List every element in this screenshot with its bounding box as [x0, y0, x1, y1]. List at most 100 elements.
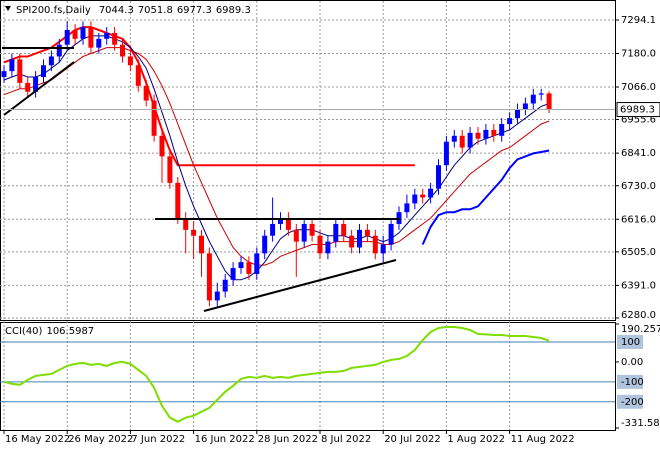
candle-body: [491, 129, 497, 136]
candle-body: [522, 103, 528, 110]
candle-body: [388, 223, 394, 245]
y-tick-label: -331.583: [621, 418, 660, 429]
y-tick-label: 6505.0: [621, 247, 656, 258]
candle-body: [104, 32, 110, 39]
candle-body: [309, 223, 315, 236]
candle-body: [357, 229, 362, 248]
trend-line: [203, 259, 397, 312]
cci-panel-frame: [0, 322, 616, 431]
grid: [0, 1, 615, 430]
candle-body: [372, 235, 378, 254]
candle-body: [546, 93, 552, 110]
last-low: 6977.3: [177, 5, 212, 16]
candle-body: [88, 27, 94, 48]
candle-body: [467, 132, 473, 148]
candle-body: [483, 129, 489, 139]
x-tick-label: 26 May 2022: [68, 434, 133, 445]
x-tick-label: 28 Jun 2022: [258, 434, 318, 445]
candle-body: [151, 100, 157, 136]
cci-line: [3, 326, 550, 423]
candle-body: [135, 65, 141, 86]
candle-body: [364, 229, 370, 236]
candle-body: [301, 223, 307, 242]
candle-body: [1, 71, 7, 78]
last-close: 6989.3: [216, 5, 251, 16]
level-label-box: [617, 334, 643, 349]
y-tick-label: 190.2577: [621, 324, 660, 335]
candle-body: [112, 32, 118, 45]
candle-body: [183, 218, 189, 230]
y-tick-label: 6955.6: [621, 114, 656, 125]
x-tick-label: 20 Jul 2022: [384, 434, 441, 445]
candle-body: [199, 235, 204, 254]
current-price-label: 6989.3: [620, 105, 655, 116]
y-tick-label: 7180.0: [621, 49, 656, 60]
candle-body: [238, 262, 244, 269]
candle-body: [17, 59, 23, 83]
candle-body: [530, 94, 536, 104]
price-panel-frame: [0, 0, 616, 321]
y-tick-label: 7294.1: [621, 15, 656, 26]
candle-body: [428, 188, 434, 198]
x-tick-label: 1 Aug 2022: [447, 434, 505, 445]
candle-body: [443, 141, 449, 166]
candle-body: [278, 218, 283, 224]
candle-body: [25, 82, 31, 92]
candle-body: [270, 223, 276, 236]
menu-icon[interactable]: [5, 6, 11, 11]
marks: [1, 21, 552, 423]
candle-body: [459, 135, 465, 148]
candle-body: [41, 65, 46, 78]
candle-body: [254, 253, 260, 274]
candle-body: [80, 27, 86, 39]
candle-body: [120, 44, 125, 57]
candle-body: [48, 56, 54, 66]
candle-body: [143, 85, 149, 101]
candle-body: [317, 235, 323, 254]
level-label: 100: [621, 337, 640, 348]
level-label: -100: [621, 377, 644, 388]
candle-body: [420, 194, 426, 198]
y-tick-label: 6841.0: [621, 148, 656, 159]
candle-body: [167, 156, 173, 183]
candle-body: [222, 279, 228, 292]
candle-body: [127, 56, 133, 66]
candle-body: [214, 291, 220, 301]
candle-body: [159, 135, 165, 157]
current-price-box: [616, 102, 660, 118]
level-label: -200: [621, 397, 644, 408]
x-tick-label: 16 Jun 2022: [195, 434, 255, 445]
candle-body: [72, 30, 78, 39]
candle-body: [507, 118, 513, 125]
candle-body: [9, 59, 15, 72]
candle-body: [96, 38, 102, 48]
candle-body: [33, 77, 39, 92]
candle-body: [262, 235, 268, 254]
candle-body: [436, 165, 441, 189]
candle-body: [293, 229, 299, 242]
candle-body: [515, 109, 520, 119]
indicator-line: [3, 26, 415, 167]
cci-title: CCI(40): [5, 326, 43, 337]
candle-body: [349, 235, 355, 248]
candle-body: [451, 135, 457, 142]
cci-header: CCI(40) 106.5987: [5, 326, 94, 337]
indicator-line: [421, 149, 550, 245]
y-tick-label: 6730.0: [621, 181, 656, 192]
indicator-line: [3, 47, 550, 266]
candle-body: [64, 30, 70, 45]
candle-body: [499, 124, 505, 136]
level-label-box: [617, 374, 643, 389]
y-tick-label: 0.00: [621, 357, 643, 368]
y-tick-label: 6280.0: [621, 310, 656, 321]
y-tick-label: 7066.0: [621, 82, 656, 93]
candle-body: [538, 93, 544, 95]
x-tick-label: 8 Jul 2022: [321, 434, 371, 445]
y-tick-label: 6391.0: [621, 280, 656, 291]
candle-body: [325, 241, 331, 254]
candle-body: [412, 194, 418, 204]
candle-body: [175, 182, 181, 219]
trend-line: [3, 61, 75, 116]
